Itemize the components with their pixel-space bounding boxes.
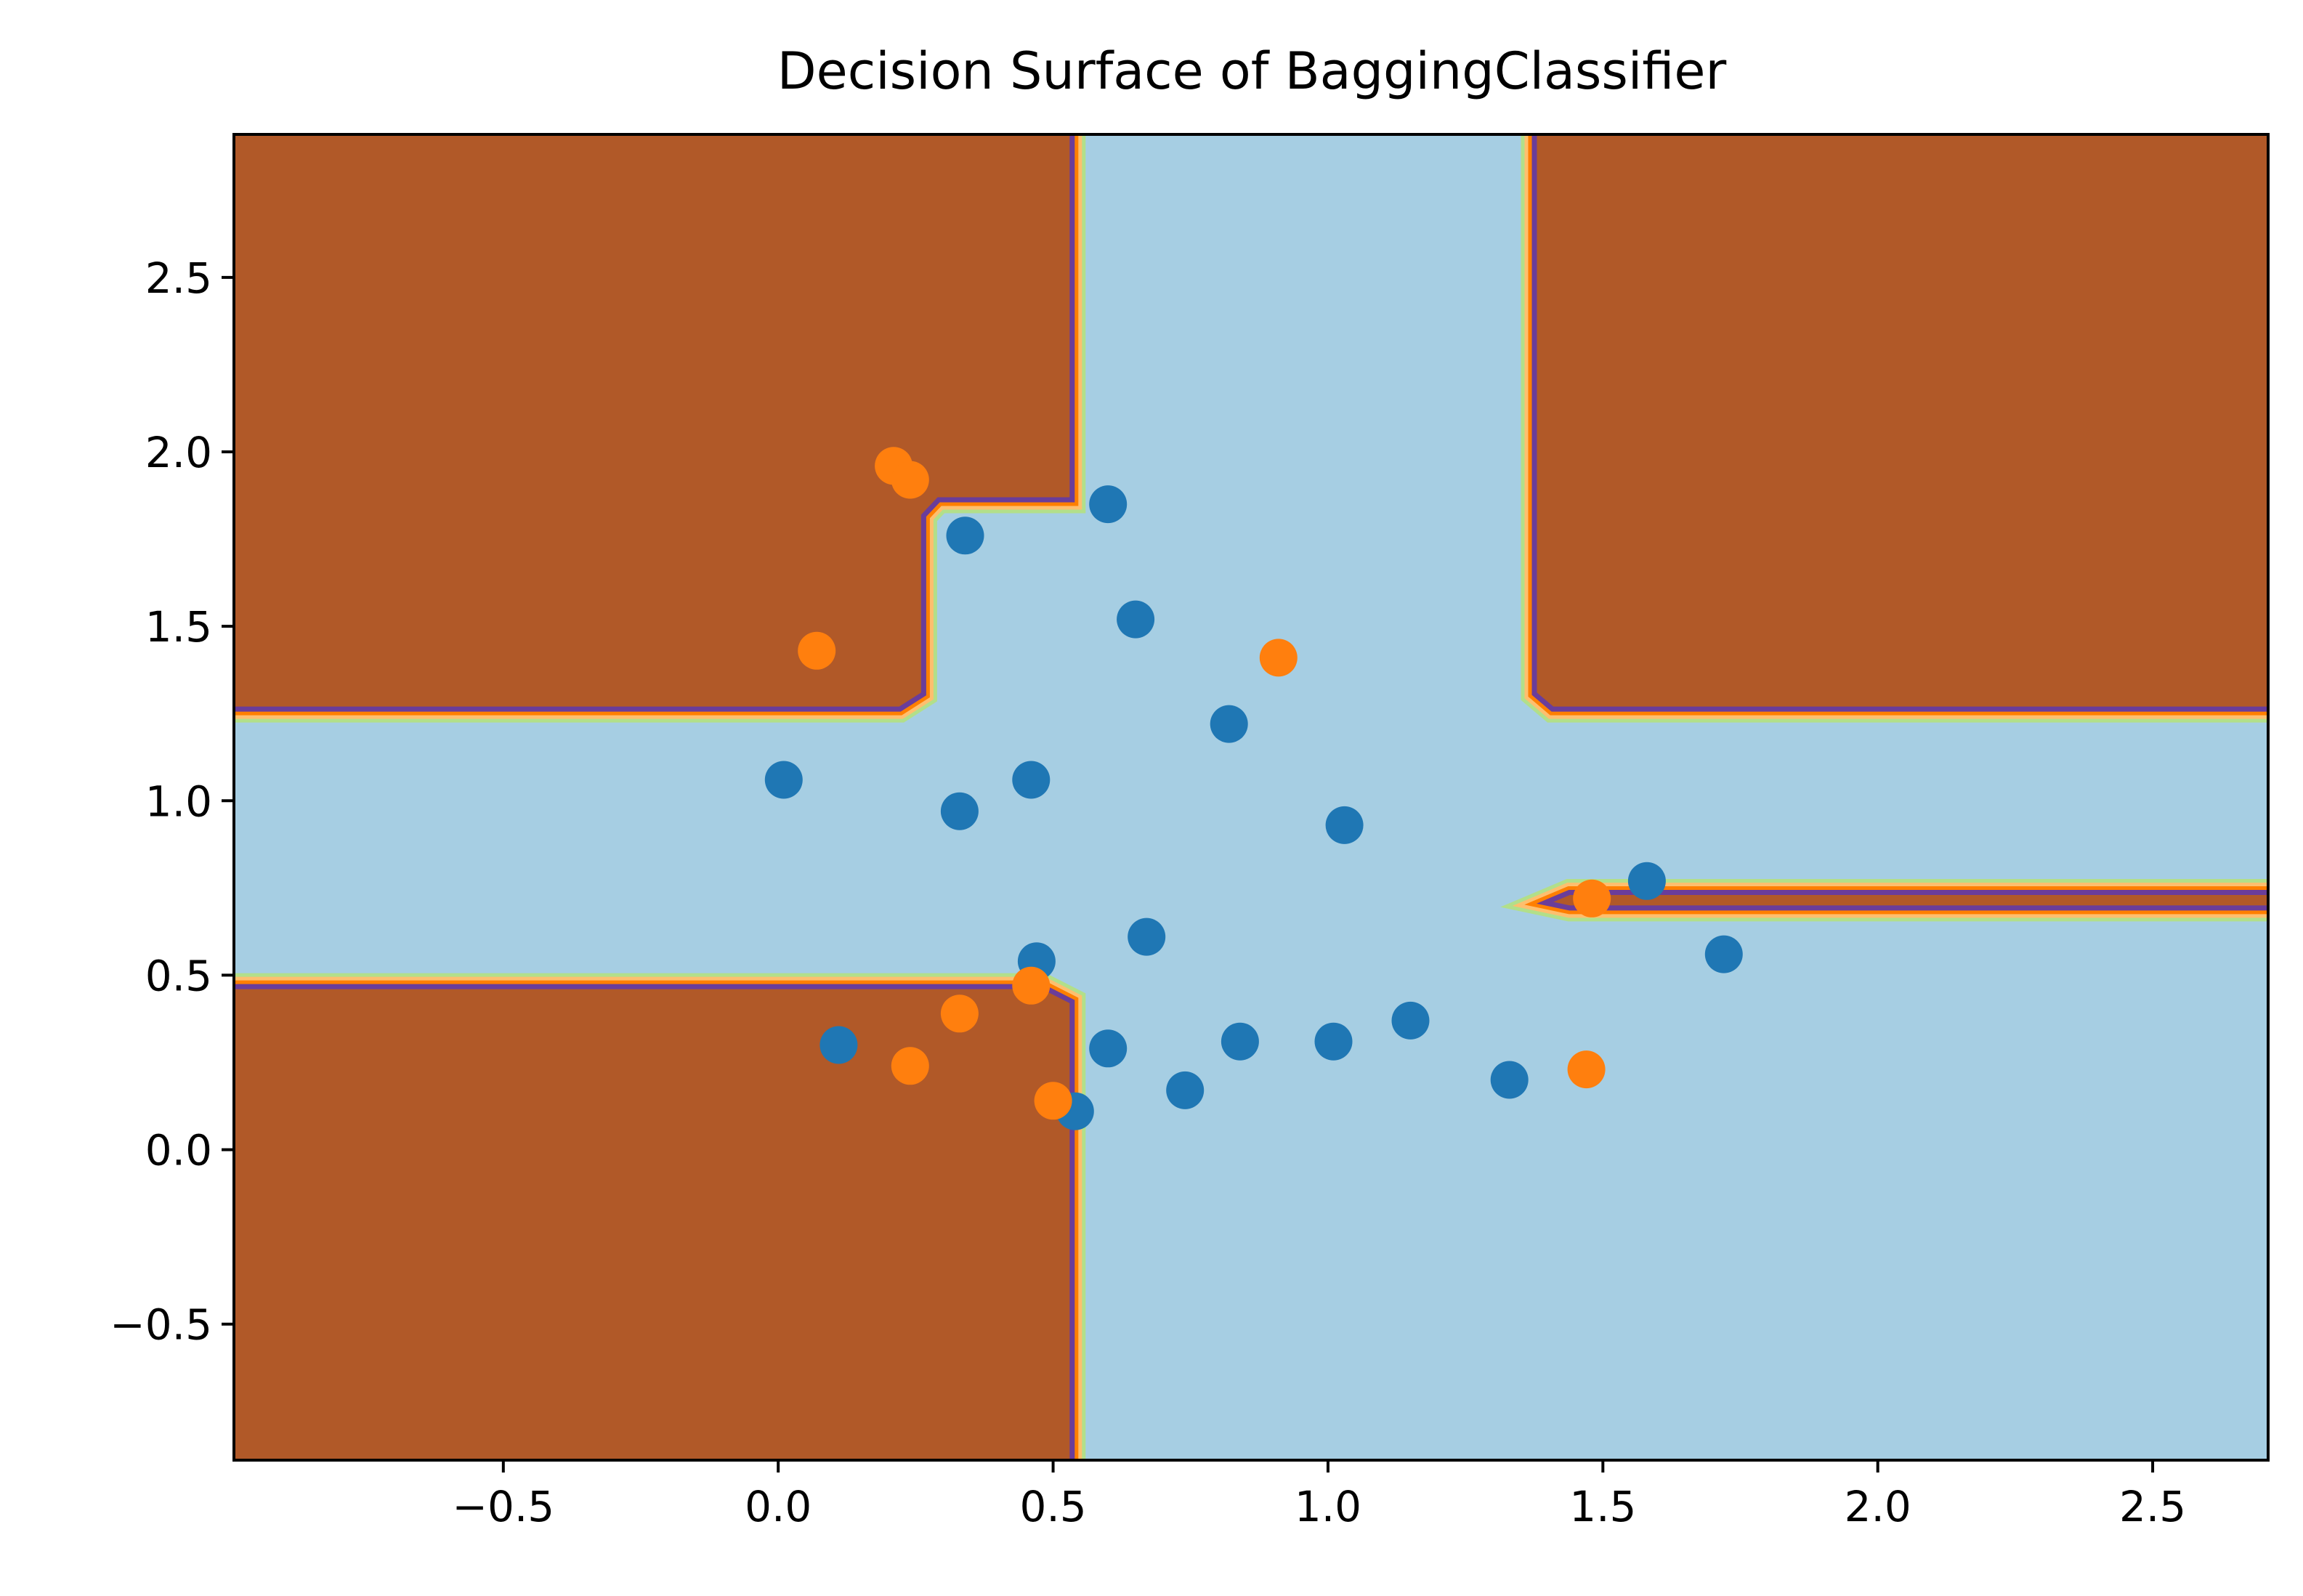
scatter-point-class-0 bbox=[1012, 761, 1051, 799]
scatter-point-class-0 bbox=[764, 761, 803, 799]
scatter-point-class-0 bbox=[946, 517, 984, 555]
y-tick-label: 0.5 bbox=[145, 951, 212, 1000]
x-tick-label: −0.5 bbox=[452, 1482, 554, 1531]
scatter-point-class-0 bbox=[1221, 1022, 1259, 1061]
x-tick-label: 0.5 bbox=[1019, 1482, 1086, 1531]
y-tick-label: 2.0 bbox=[145, 428, 212, 477]
y-axis: −0.5 0.0 0.5 1.0 1.5 2.0 2.5 bbox=[110, 254, 234, 1350]
contour-band bbox=[234, 984, 1075, 1460]
scatter-point-class-1 bbox=[1573, 879, 1611, 918]
x-tick-label: 2.5 bbox=[2119, 1482, 2186, 1531]
scatter-point-class-1 bbox=[891, 461, 929, 499]
decision-regions bbox=[234, 134, 2268, 1460]
y-tick-label: 0.0 bbox=[145, 1126, 212, 1175]
scatter-point-class-0 bbox=[1089, 485, 1128, 524]
x-tick-label: 0.0 bbox=[745, 1482, 811, 1531]
scatter-point-class-0 bbox=[1314, 1022, 1353, 1061]
scatter-point-class-0 bbox=[940, 792, 979, 830]
scatter-point-class-0 bbox=[1166, 1071, 1205, 1109]
scatter-point-class-0 bbox=[819, 1026, 858, 1064]
decision-region-fill bbox=[234, 989, 1070, 1460]
scatter-point-class-1 bbox=[940, 995, 979, 1033]
y-tick-label: 2.5 bbox=[145, 254, 212, 303]
decision-region-fill bbox=[1537, 134, 2268, 707]
scatter-point-class-0 bbox=[1704, 935, 1743, 973]
chart-title: Decision Surface of BaggingClassifier bbox=[777, 41, 1727, 101]
scatter-point-class-0 bbox=[1210, 705, 1248, 743]
scatter-point-class-0 bbox=[1128, 918, 1166, 956]
decision-region-fill bbox=[234, 134, 1070, 707]
scatter-point-class-0 bbox=[1089, 1029, 1128, 1068]
plot-area bbox=[234, 134, 2268, 1460]
decision-region-class-1 bbox=[1500, 879, 2268, 922]
plot-frame bbox=[232, 133, 2270, 1462]
decision-region-class-1 bbox=[234, 134, 1086, 723]
scatter-point-class-1 bbox=[891, 1047, 929, 1085]
scatter-point-class-1 bbox=[798, 631, 836, 670]
scatter-point-class-1 bbox=[1012, 966, 1051, 1005]
y-tick-label: −0.5 bbox=[110, 1300, 212, 1350]
scatter-point-class-0 bbox=[1391, 1001, 1430, 1040]
x-tick-label: 2.0 bbox=[1845, 1482, 1911, 1531]
scatter-points bbox=[764, 447, 1743, 1130]
y-tick-label: 1.5 bbox=[145, 602, 212, 652]
scatter-point-class-0 bbox=[1490, 1061, 1529, 1099]
decision-region-class-1 bbox=[234, 973, 1086, 1460]
scatter-point-class-1 bbox=[1567, 1050, 1606, 1089]
x-tick-label: 1.0 bbox=[1295, 1482, 1361, 1531]
decision-region-class-1 bbox=[1521, 134, 2268, 723]
x-axis: −0.5 0.0 0.5 1.0 1.5 2.0 2.5 bbox=[452, 1460, 2186, 1531]
y-tick-label: 1.0 bbox=[145, 777, 212, 826]
scatter-point-class-0 bbox=[1117, 600, 1155, 639]
scatter-point-class-1 bbox=[1034, 1082, 1072, 1120]
scatter-point-class-0 bbox=[1627, 862, 1666, 900]
scatter-point-class-1 bbox=[1259, 639, 1298, 677]
x-tick-label: 1.5 bbox=[1569, 1482, 1636, 1531]
decision-region-fill bbox=[1553, 895, 2268, 906]
scatter-point-class-0 bbox=[1325, 806, 1364, 844]
